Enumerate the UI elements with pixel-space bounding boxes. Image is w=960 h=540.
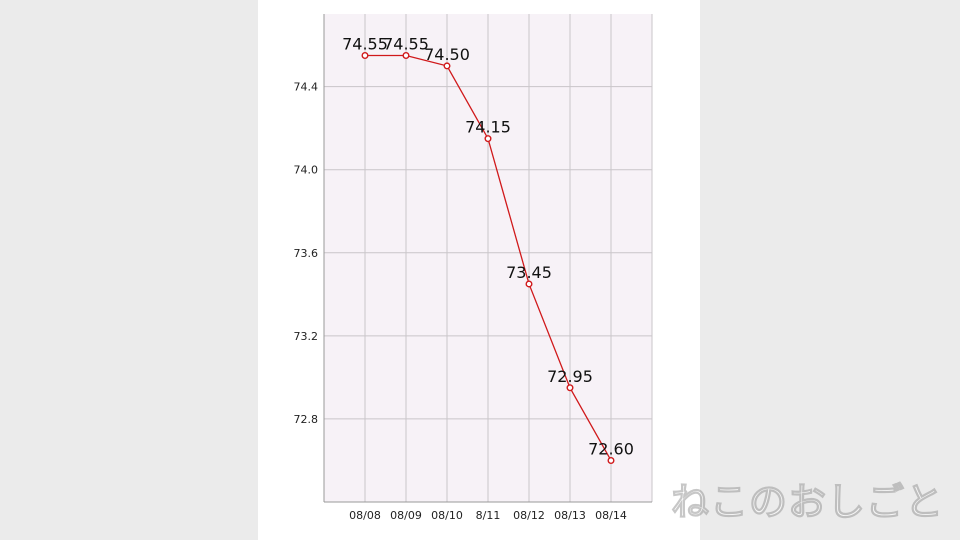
data-label: 74.50: [424, 45, 470, 64]
data-point: [361, 52, 369, 60]
data-point: [607, 456, 615, 464]
y-tick-label: 73.2: [294, 330, 319, 343]
grid-lines: [324, 14, 653, 502]
axes: [323, 14, 652, 503]
y-tick-label: 73.6: [294, 247, 319, 260]
data-points: [361, 52, 615, 464]
data-point: [484, 135, 492, 143]
x-tick-label: 08/14: [595, 509, 627, 522]
data-point: [566, 384, 574, 392]
data-label: 74.15: [465, 118, 511, 137]
x-tick-label: 08/08: [349, 509, 381, 522]
data-point: [525, 280, 533, 288]
x-tick-label: 08/10: [431, 509, 463, 522]
x-tick-label: 8/11: [476, 509, 501, 522]
x-tick-label: 08/09: [390, 509, 422, 522]
data-label: 74.55: [383, 35, 429, 54]
data-label: 73.45: [506, 263, 552, 282]
data-point: [443, 62, 451, 70]
data-point: [402, 52, 410, 60]
data-label: 74.55: [342, 35, 388, 54]
x-tick-label: 08/13: [554, 509, 586, 522]
x-tick-label: 08/12: [513, 509, 545, 522]
y-axis-ticks: 72.8 73.2 73.6 74.0 74.4: [294, 81, 319, 426]
data-label: 72.60: [588, 439, 634, 458]
y-tick-label: 74.4: [294, 81, 319, 94]
data-label: 72.95: [547, 367, 593, 386]
y-tick-label: 74.0: [294, 164, 319, 177]
x-axis-ticks: 08/08 08/09 08/10 8/11 08/12 08/13 08/14: [349, 509, 627, 522]
y-tick-label: 72.8: [294, 413, 319, 426]
